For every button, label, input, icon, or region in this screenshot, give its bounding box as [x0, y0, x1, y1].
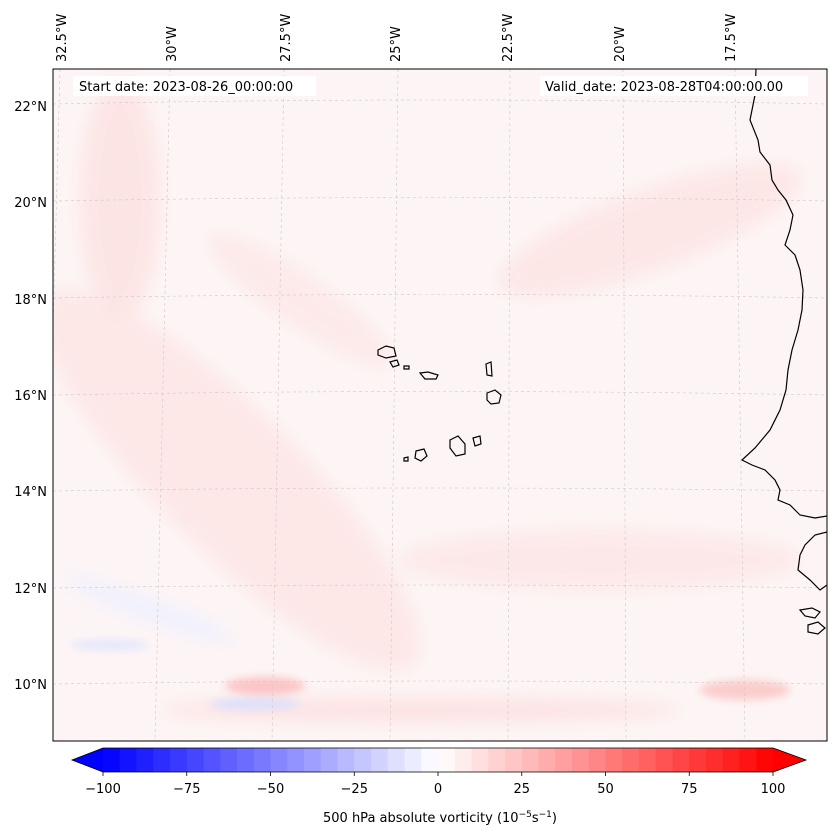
colorbar-tick-label: −100	[85, 782, 121, 797]
colorbar-segment	[371, 748, 389, 772]
colorbar-tick-label: 75	[681, 782, 698, 797]
colorbar-tick-label: 50	[597, 782, 614, 797]
colorbar-segment	[253, 748, 272, 772]
colorbar-segment	[572, 748, 590, 772]
cape-verde-islands	[377, 345, 502, 462]
colorbar-segment	[320, 748, 339, 772]
valid-date-label: Valid_date: 2023-08-28T04:00:00.00	[545, 80, 783, 95]
colorbar-segment	[237, 748, 255, 772]
start-date-label: Start date: 2023-08-26_00:00:00	[79, 80, 293, 95]
colorbar-segment	[521, 748, 540, 772]
lon-label: 20°W	[613, 26, 628, 62]
lat-label: 12°N	[14, 582, 47, 597]
lon-label: 25°W	[389, 26, 404, 62]
colorbar-max-arrow	[773, 748, 806, 772]
lat-label: 18°N	[14, 293, 47, 308]
start-date-box: Start date: 2023-08-26_00:00:00	[73, 76, 316, 96]
colorbar-segment	[505, 748, 523, 772]
colorbar-segment	[706, 748, 724, 772]
colorbar-tick-label: 25	[513, 782, 530, 797]
lon-label: 32.5°W	[55, 14, 70, 62]
longitude-labels: 32.5°W 30°W 27.5°W 25°W 22.5°W 20°W 17.5…	[55, 14, 739, 62]
colorbar-segment	[756, 748, 774, 772]
colorbar-segment	[722, 748, 741, 772]
colorbar-segment	[739, 748, 757, 772]
colorbar-tick-label: 0	[434, 782, 442, 797]
land-outlines	[377, 69, 827, 635]
colorbar-segment	[170, 748, 188, 772]
colorbar-segment	[438, 748, 456, 772]
colorbar-segment	[538, 748, 556, 772]
colorbar-segment	[119, 748, 138, 772]
colorbar-segment	[404, 748, 422, 772]
colorbar-segment	[103, 748, 121, 772]
colorbar-segment	[639, 748, 657, 772]
lon-label: 17.5°W	[724, 14, 739, 62]
colorbar-segment	[471, 748, 489, 772]
colorbar-segment	[421, 748, 439, 772]
guinea-coast	[797, 531, 827, 591]
colorbar-segment	[387, 748, 406, 772]
lon-label: 27.5°W	[279, 14, 294, 62]
colorbar-segment	[304, 748, 322, 772]
lat-label: 22°N	[14, 100, 47, 115]
colorbar-segment	[689, 748, 707, 772]
colorbar-ticks: −100 −75 −50 −25 0 25 50 75 100	[85, 772, 785, 797]
colorbar-segment	[588, 748, 607, 772]
map-panel: Start date: 2023-08-26_00:00:00 Valid_da…	[52, 68, 828, 742]
gridlines	[53, 69, 827, 741]
colorbar-segment	[337, 748, 355, 772]
lat-label: 14°N	[14, 485, 47, 500]
valid-date-box: Valid_date: 2023-08-28T04:00:00.00	[540, 76, 808, 96]
colorbar-segment	[203, 748, 221, 772]
colorbar-segment	[220, 748, 238, 772]
lon-label: 30°W	[165, 26, 180, 62]
colorbar-segments	[103, 748, 774, 772]
colorbar-segment	[605, 748, 623, 772]
colorbar-segment	[655, 748, 674, 772]
colorbar: −100 −75 −50 −25 0 25 50 75 100 500 hPa absolute…	[70, 747, 808, 826]
colorbar-tick-label: −50	[257, 782, 284, 797]
lat-label: 10°N	[14, 678, 47, 693]
coastal-islands	[798, 607, 826, 635]
lat-label: 20°N	[14, 196, 47, 211]
colorbar-segment	[454, 748, 473, 772]
lat-label: 16°N	[14, 389, 47, 404]
colorbar-segment	[672, 748, 690, 772]
colorbar-segment	[153, 748, 171, 772]
colorbar-tick-label: −25	[341, 782, 368, 797]
colorbar-segment	[270, 748, 288, 772]
colorbar-segment	[354, 748, 372, 772]
colorbar-segment	[136, 748, 154, 772]
colorbar-segment	[287, 748, 305, 772]
latitude-labels: 22°N 20°N 18°N 16°N 14°N 12°N 10°N	[14, 100, 47, 693]
colorbar-segment	[186, 748, 205, 772]
colorbar-segment	[622, 748, 640, 772]
colorbar-tick-label: −75	[173, 782, 200, 797]
colorbar-label: 500 hPa absolute vorticity (10−5s−1)	[323, 810, 557, 826]
colorbar-min-arrow	[72, 748, 103, 772]
colorbar-segment	[488, 748, 506, 772]
colorbar-segment	[555, 748, 573, 772]
african-coastline	[740, 69, 827, 519]
map-frame	[52, 68, 828, 742]
lon-label: 22.5°W	[501, 14, 516, 62]
colorbar-tick-label: 100	[761, 782, 786, 797]
